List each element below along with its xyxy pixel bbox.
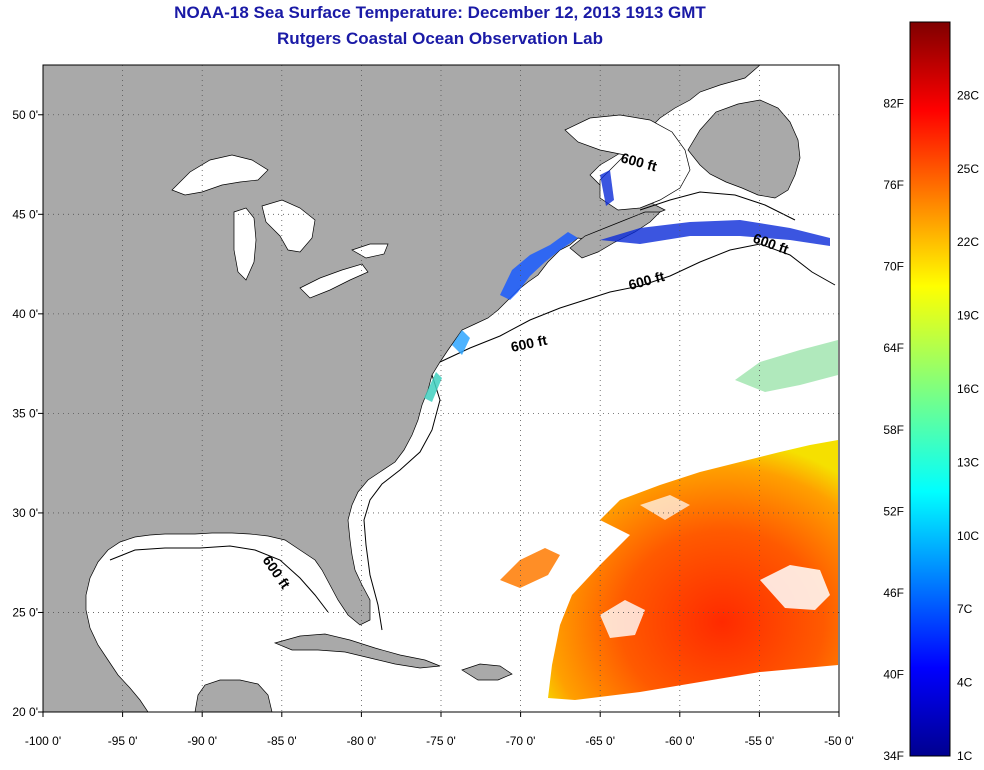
colorbar-c-label: 22C bbox=[957, 235, 979, 249]
y-tick-label: 40 0' bbox=[12, 307, 38, 321]
x-tick-label: -50 0' bbox=[824, 734, 854, 748]
colorbar-c-label: 19C bbox=[957, 309, 979, 323]
colorbar-f-label: 64F bbox=[883, 341, 904, 355]
contour-label: 600 ft bbox=[509, 332, 548, 355]
yucatan-land bbox=[194, 679, 273, 712]
lake-ontario bbox=[351, 243, 389, 259]
colorbar-c-label: 25C bbox=[957, 162, 979, 176]
colorbar-celsius-labels: 28C 25C 22C 19C 16C 13C 10C 7C 4C 1C bbox=[957, 88, 979, 763]
x-tick-label: -95 0' bbox=[108, 734, 138, 748]
sst-warm-patch-west bbox=[500, 548, 560, 588]
colorbar-f-label: 46F bbox=[883, 586, 904, 600]
x-tick-label: -85 0' bbox=[267, 734, 297, 748]
colorbar-f-label: 52F bbox=[883, 504, 904, 518]
sst-cold-nl-band bbox=[600, 170, 614, 206]
depth-contour-southeast bbox=[363, 374, 441, 631]
x-axis-ticks: -100 0' -95 0' -90 0' -85 0' -80 0' -75 0' -70… bbox=[25, 712, 854, 748]
colorbar-f-label: 58F bbox=[883, 423, 904, 437]
cloud-gap bbox=[640, 495, 690, 520]
y-tick-label: 30 0' bbox=[12, 506, 38, 520]
sst-cold-northeast-band bbox=[600, 220, 830, 246]
x-tick-label: -90 0' bbox=[187, 734, 217, 748]
sst-cool-coastal-band bbox=[452, 330, 470, 355]
colorbar-c-label: 16C bbox=[957, 382, 979, 396]
colorbar-c-label: 4C bbox=[957, 676, 973, 690]
x-tick-label: -60 0' bbox=[665, 734, 695, 748]
hispaniola-land bbox=[461, 663, 513, 681]
x-tick-label: -65 0' bbox=[585, 734, 615, 748]
y-tick-label: 50 0' bbox=[12, 108, 38, 122]
colorbar bbox=[909, 21, 951, 757]
gulf-st-lawrence bbox=[564, 114, 691, 211]
lake-huron bbox=[261, 199, 316, 253]
newfoundland-land bbox=[687, 99, 801, 199]
colorbar-c-label: 1C bbox=[957, 749, 973, 763]
lake-erie bbox=[299, 263, 369, 299]
map-title: NOAA-18 Sea Surface Temperature: Decembe… bbox=[174, 3, 706, 22]
colorbar-c-label: 28C bbox=[957, 88, 979, 102]
y-tick-label: 20 0' bbox=[12, 705, 38, 719]
y-tick-label: 45 0' bbox=[12, 207, 38, 221]
cloud-gap bbox=[760, 565, 830, 610]
depth-contour-northeast bbox=[439, 243, 836, 363]
colorbar-f-label: 70F bbox=[883, 260, 904, 274]
lake-michigan bbox=[233, 207, 257, 281]
x-tick-label: -70 0' bbox=[506, 734, 536, 748]
depth-contour-shelf-north bbox=[639, 191, 796, 221]
map-subtitle: Rutgers Coastal Ocean Observation Lab bbox=[277, 29, 603, 48]
cloud-gap bbox=[600, 600, 645, 638]
colorbar-c-label: 13C bbox=[957, 455, 979, 469]
lake-superior bbox=[171, 154, 269, 196]
sst-mid-coastal-band bbox=[424, 372, 442, 402]
colorbar-f-label: 34F bbox=[883, 749, 904, 763]
y-axis-ticks: 50 0' 45 0' 40 0' 35 0' 30 0' 25 0' 20 0' bbox=[12, 108, 43, 719]
depth-contour-gulf bbox=[109, 545, 329, 613]
x-tick-label: -100 0' bbox=[25, 734, 61, 748]
sst-cold-coastal-band bbox=[500, 232, 578, 300]
x-tick-label: -55 0' bbox=[745, 734, 775, 748]
colorbar-c-label: 7C bbox=[957, 602, 973, 616]
colorbar-fahrenheit-labels: 82F 76F 70F 64F 58F 52F 46F 40F 34F bbox=[883, 97, 904, 763]
x-tick-label: -75 0' bbox=[426, 734, 456, 748]
nova-scotia-land bbox=[569, 211, 661, 259]
cuba-land bbox=[273, 633, 441, 669]
sst-mid-patch bbox=[735, 340, 838, 392]
colorbar-f-label: 76F bbox=[883, 178, 904, 192]
x-tick-label: -80 0' bbox=[347, 734, 377, 748]
y-tick-label: 35 0' bbox=[12, 406, 38, 420]
colorbar-c-label: 10C bbox=[957, 529, 979, 543]
y-tick-label: 25 0' bbox=[12, 605, 38, 619]
colorbar-f-label: 40F bbox=[883, 667, 904, 681]
colorbar-f-label: 82F bbox=[883, 97, 904, 111]
